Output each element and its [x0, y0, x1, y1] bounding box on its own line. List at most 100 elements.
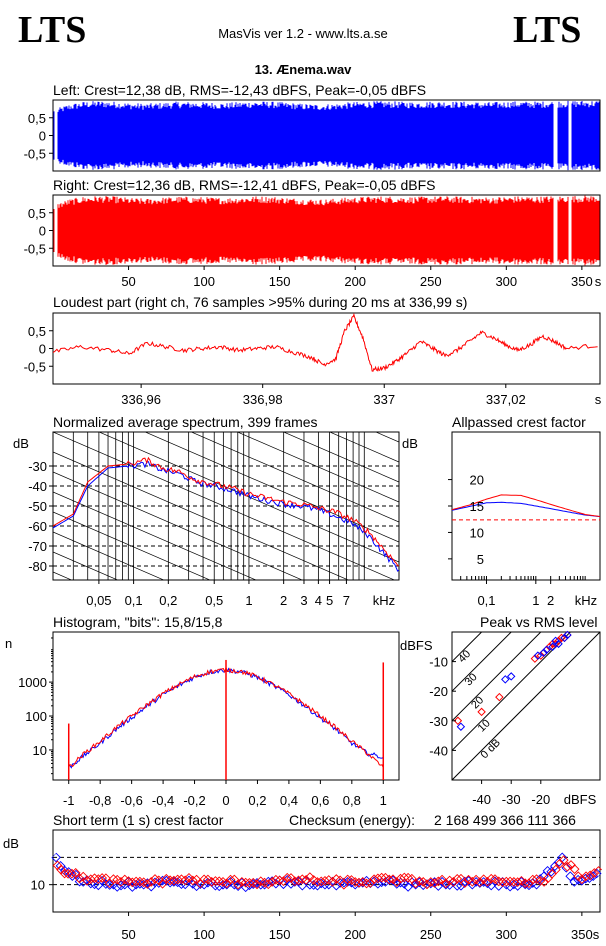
short-term-crest-xtick-label: 350	[571, 927, 593, 942]
spectrum-slope-line	[53, 451, 350, 580]
short-term-crest-point	[395, 873, 406, 884]
histogram-xtick-label: 1	[380, 793, 387, 808]
short-term-crest-point	[331, 874, 342, 884]
short-term-crest-point	[301, 875, 311, 885]
loudest-part-ytick-label: 0	[39, 342, 46, 357]
short-term-crest-point	[550, 864, 561, 875]
short-term-crest-point	[539, 877, 549, 887]
spectrum-slope-line	[53, 531, 165, 580]
spectrum-slope-line	[190, 432, 399, 523]
short-term-crest-ytick-label: 10	[31, 878, 45, 893]
left-channel-title: Left: Crest=12,38 dB, RMS=-12,43 dBFS, P…	[53, 82, 427, 98]
histogram-xtick-label: -0,8	[89, 793, 111, 808]
short-term-crest-point	[161, 873, 172, 884]
short-term-crest-point	[116, 877, 126, 887]
spectrum-slope-line	[53, 511, 211, 580]
short-term-crest-point	[327, 877, 338, 887]
peak-vs-rms-title: Peak vs RMS level	[480, 614, 598, 630]
short-term-crest-point	[365, 877, 376, 888]
loudest-part-xtick-label: 336,98	[243, 392, 283, 407]
spectrum-slope-line	[236, 432, 399, 503]
histogram-title: Histogram, "bits": 15,8/15,8	[53, 614, 223, 630]
short-term-crest-point	[138, 877, 149, 888]
short-term-crest-xtick-label: 150	[269, 927, 291, 942]
left-channel-ytick-label: -0,5	[24, 146, 46, 161]
peak-vs-rms-point	[477, 707, 486, 717]
short-term-crest-point	[191, 881, 202, 892]
short-term-crest-point	[252, 879, 262, 890]
short-term-crest-point	[576, 874, 587, 885]
short-term-crest-point	[581, 871, 591, 882]
right-channel-xtick-label: 300	[495, 274, 517, 289]
peak-vs-rms-diagonal-label: 30	[463, 671, 480, 688]
peak-vs-rms-diagonal	[452, 632, 512, 692]
short-term-crest-point	[422, 879, 432, 890]
spectrum-xtick-label: 0,1	[125, 593, 143, 608]
short-term-crest-point	[569, 877, 580, 887]
right-channel-ytick-label: -0,5	[24, 241, 46, 256]
loudest-part-ytick-label: -0,5	[24, 359, 46, 374]
short-term-crest-point	[516, 876, 527, 886]
short-term-crest-point	[474, 877, 485, 887]
short-term-crest-point	[286, 873, 296, 883]
peak-vs-rms-point	[560, 633, 569, 643]
right-channel-xtick-label: 350	[571, 274, 593, 289]
peak-vs-rms-x-unit: dBFS	[564, 792, 597, 807]
short-term-crest-point	[244, 880, 255, 891]
short-term-crest-point	[524, 878, 534, 889]
short-term-crest-point	[531, 874, 542, 885]
short-term-crest-point	[218, 877, 228, 887]
histogram-ylabel: n	[5, 636, 12, 651]
short-term-crest-point	[478, 874, 489, 885]
short-term-crest-point	[146, 877, 157, 887]
file-title: 13. Ænema.wav	[254, 62, 352, 77]
short-term-crest-point	[433, 876, 444, 887]
peak-vs-rms-diagonal-label: 10	[476, 717, 493, 734]
short-term-crest-xtick-label: 250	[420, 927, 442, 942]
histogram-xtick-label: 0,2	[248, 793, 266, 808]
spectrum-ytick-label: -60	[28, 519, 47, 534]
short-term-crest-point	[524, 880, 534, 891]
short-term-crest-point	[112, 874, 123, 885]
spectrum-series-line	[53, 461, 399, 572]
spectrum-xtick-label: 3	[300, 593, 307, 608]
short-term-crest-point	[391, 877, 402, 887]
peak-vs-rms-point	[453, 716, 463, 726]
crest-series-line	[452, 501, 600, 518]
short-term-crest-point	[248, 877, 259, 888]
crest-xtick-label: 1	[532, 593, 539, 608]
histogram-xtick-label: -0,6	[120, 793, 142, 808]
histogram-ytick-label: 1000	[18, 675, 47, 690]
right-channel-x-unit: s	[595, 274, 602, 289]
crest-ytick-label: 5	[477, 552, 484, 567]
short-term-crest-point	[293, 875, 304, 886]
peak-vs-rms-point	[563, 630, 572, 640]
loudest-part-line	[53, 313, 598, 372]
short-term-crest-point	[304, 872, 315, 882]
left-channel-waveform	[53, 100, 600, 171]
spectrum-xtick-label: 1	[245, 593, 252, 608]
short-term-crest-point	[119, 879, 130, 890]
peak-vs-rms-point	[548, 642, 557, 652]
short-term-crest-point	[437, 874, 447, 885]
short-term-crest-point	[278, 876, 289, 887]
short-term-crest-point	[176, 874, 187, 885]
peak-vs-rms-diagonal	[452, 632, 483, 663]
short-term-crest-xtick-label: 100	[193, 927, 215, 942]
peak-vs-rms-ytick-label: -10	[429, 655, 448, 670]
checksum-value: 2 168 499 366 111 366	[434, 812, 576, 828]
short-term-crest-point	[267, 877, 277, 887]
loudest-part-xtick-label: 337	[373, 392, 395, 407]
short-term-crest-point	[410, 879, 421, 890]
right-channel-xtick-label: 250	[420, 274, 442, 289]
crest-xtick-label: 0,1	[477, 593, 495, 608]
short-term-crest-point	[74, 873, 85, 884]
spectrum-ytick-label: -30	[28, 459, 47, 474]
right-channel-waveform	[53, 195, 600, 266]
short-term-crest-point	[153, 875, 164, 886]
crest-xtick-label: 2	[547, 593, 554, 608]
peak-vs-rms-point	[495, 692, 504, 702]
short-term-crest-xtick-label: 200	[344, 927, 366, 942]
